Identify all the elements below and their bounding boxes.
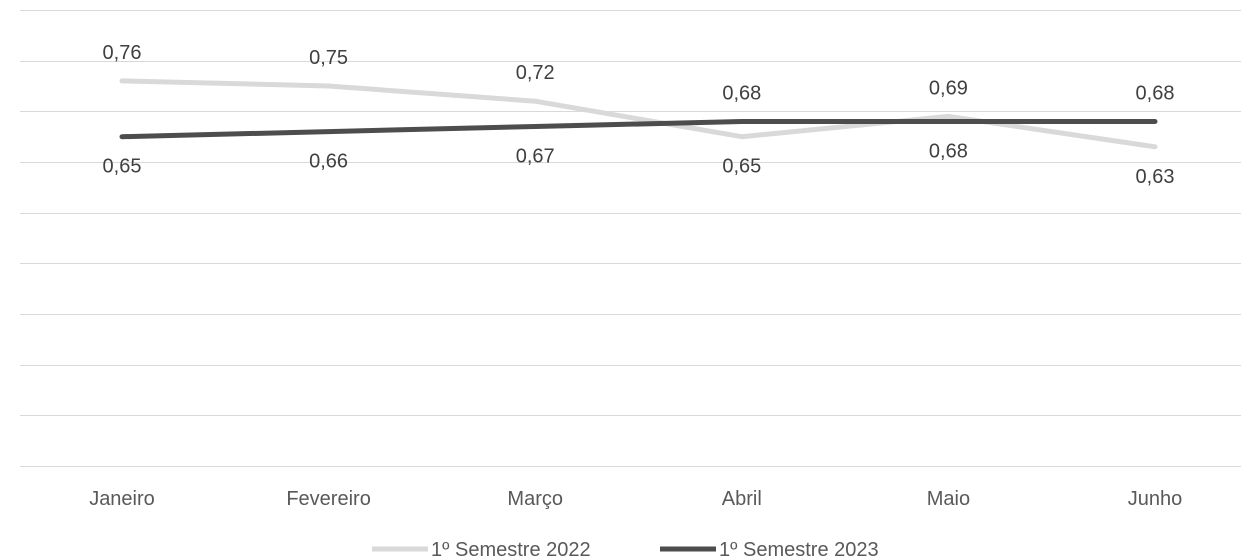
x-tick-label: Fevereiro — [286, 488, 370, 510]
data-label: 0,65 — [103, 156, 142, 178]
x-axis-labels: Janeiro Fevereiro Março Abril Maio Junho — [89, 488, 1182, 510]
data-label: 0,72 — [516, 62, 555, 84]
x-tick-label: Janeiro — [89, 488, 155, 510]
data-labels: 0,76 0,65 0,75 0,66 0,72 0,67 0,65 0,68 0,69 0,68… — [103, 42, 1175, 188]
data-label: 0,63 — [1136, 166, 1175, 188]
data-label: 0,76 — [103, 42, 142, 64]
legend-label: 1º Semestre 2023 — [719, 539, 879, 560]
data-label: 0,75 — [309, 47, 348, 69]
data-label: 0,68 — [722, 83, 761, 105]
data-label: 0,65 — [722, 156, 761, 178]
x-tick-label: Maio — [927, 488, 970, 510]
series-lines — [119, 78, 1158, 150]
legend: 1º Semestre 2022 1º Semestre 2023 — [372, 539, 879, 560]
gridlines — [20, 10, 1241, 467]
data-label: 0,68 — [1136, 83, 1175, 105]
x-tick-label: Março — [507, 488, 563, 510]
data-label: 0,68 — [929, 141, 968, 163]
series-line-2 — [119, 119, 1158, 140]
series-line-1 — [119, 78, 1158, 150]
data-label: 0,67 — [516, 146, 555, 168]
legend-label: 1º Semestre 2022 — [431, 539, 591, 560]
data-label: 0,69 — [929, 77, 968, 99]
x-tick-label: Junho — [1128, 488, 1183, 510]
x-tick-label: Abril — [722, 488, 762, 510]
data-label: 0,66 — [309, 151, 348, 173]
